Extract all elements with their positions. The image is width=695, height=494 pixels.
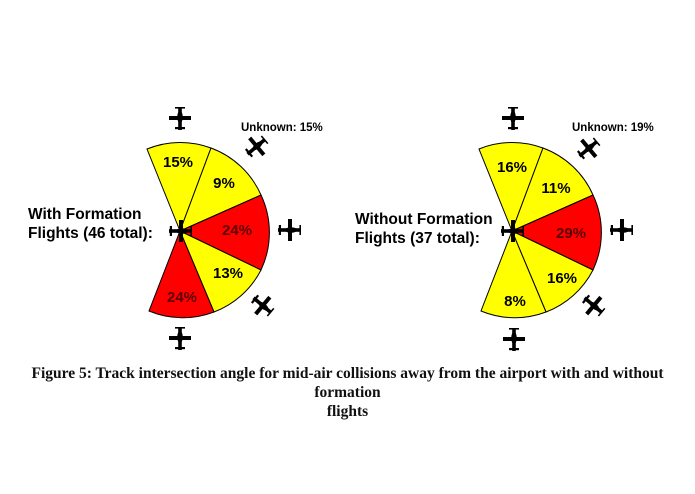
right-label-upper-diagonal: 11% (541, 180, 570, 197)
left-label-headon: 15% (163, 154, 193, 171)
left-wedge-headon (146, 141, 212, 233)
right-unknown-label: Unknown: 19% (572, 122, 654, 134)
right-title-line1: Without Formation (355, 211, 493, 228)
right-plane-top-icon (502, 107, 524, 130)
left-title-line2: Flights (46 total): (28, 225, 153, 242)
left-wedge-behind (148, 229, 215, 319)
right-label-right: 29% (556, 225, 586, 242)
right-title-line2: Flights (37 total): (355, 230, 480, 247)
left-plane-diagonal-icon (240, 130, 273, 163)
right-plane-diagonal-icon (572, 132, 605, 165)
left-label-right: 24% (222, 222, 252, 239)
left-plane-bottom-icon (169, 327, 191, 350)
right-plane-bottom-icon (503, 328, 525, 351)
right-label-headon: 16% (497, 159, 527, 176)
left-wedge-right (178, 194, 270, 271)
right-wedge-right (510, 194, 602, 271)
left-rose-chart: 15% 9% 24% 13% 24% Unknown: 15% With For… (28, 107, 323, 350)
caption-line1: Figure 5: Track intersection angle for m… (31, 365, 664, 401)
right-wedge-lower-diagonal (511, 229, 594, 313)
left-plane-lower-icon (246, 289, 279, 322)
right-label-lower-diagonal: 16% (547, 270, 577, 287)
caption-line2: flights (326, 403, 369, 420)
left-wedge-lower-diagonal (179, 229, 262, 313)
right-wedge-behind (480, 229, 547, 319)
left-title-line1: With Formation (28, 206, 142, 223)
right-plane-lower-icon (577, 289, 610, 322)
left-label-lower-diagonal: 13% (213, 265, 243, 282)
left-wedge-upper-diagonal (179, 147, 262, 232)
right-label-behind: 8% (504, 293, 526, 310)
left-label-behind: 24% (167, 289, 197, 306)
right-rose-chart: 16% 11% 29% 16% 8% Unknown: 19% Without … (355, 107, 654, 351)
right-plane-right-icon (610, 219, 633, 241)
left-label-upper-diagonal: 9% (213, 175, 235, 192)
figure-caption: Figure 5: Track intersection angle for m… (0, 364, 695, 421)
left-plane-right-icon (278, 219, 301, 241)
left-plane-top-icon (169, 107, 191, 130)
right-wedge-upper-diagonal (511, 147, 594, 232)
right-wedge-headon (478, 141, 544, 233)
left-unknown-label: Unknown: 15% (241, 122, 323, 134)
